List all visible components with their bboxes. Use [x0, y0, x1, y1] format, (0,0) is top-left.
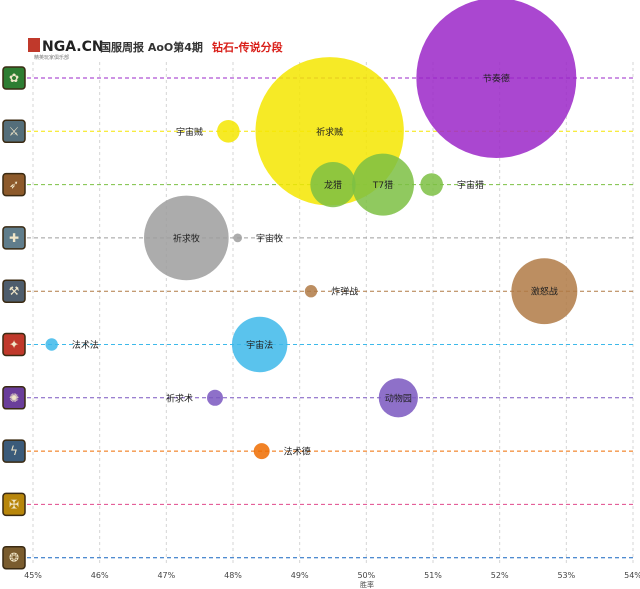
svg-text:✚: ✚: [9, 231, 19, 245]
rogue-icon: ⚔: [2, 119, 26, 144]
bubble-2: [217, 119, 240, 143]
bubble-9: [304, 285, 318, 298]
svg-text:⚒: ⚒: [9, 284, 20, 298]
bubble-8: [511, 258, 578, 325]
svg-text:✠: ✠: [9, 497, 19, 511]
x-axis-label: 胜率: [360, 580, 374, 589]
x-axis-ticks: 45% 46% 47% 48% 49% 50% 51% 52% 53% 54%: [24, 571, 640, 580]
mage-icon: ✦: [2, 332, 26, 357]
priest-icon: ✚: [2, 226, 26, 250]
bubble-11: [45, 338, 58, 351]
bubble-label-0: 节奏德: [483, 73, 510, 85]
x-tick-label: 50%: [357, 571, 375, 580]
svg-text:❂: ❂: [9, 551, 19, 565]
bubble-10: [231, 316, 288, 373]
bubble-label-7: 宇宙牧: [256, 232, 283, 244]
bubble-label-8: 激怒战: [531, 286, 558, 298]
bubble-6: [144, 195, 229, 281]
bubble-label-10: 宇宙法: [246, 339, 273, 351]
bubble-12: [378, 378, 418, 418]
bubble-label-2: 宇宙贼: [176, 126, 203, 138]
logo-text: NGA.CN: [42, 39, 104, 55]
svg-text:✺: ✺: [9, 391, 19, 405]
x-tick-label: 51%: [424, 571, 442, 580]
bubble-label-12: 动物园: [385, 392, 412, 404]
x-tick-label: 54%: [624, 571, 640, 580]
x-tick-label: 46%: [91, 571, 109, 580]
svg-text:⚔: ⚔: [9, 124, 20, 138]
bubble-label-6: 祈求牧: [173, 232, 200, 244]
bubble-4: [352, 153, 414, 216]
logo-subtext: 精英玩家俱乐部: [34, 54, 69, 61]
bubble-0: [416, 0, 577, 158]
bubble-13: [207, 389, 223, 406]
shaman-icon: ϟ: [2, 439, 26, 463]
x-tick-label: 48%: [224, 571, 242, 580]
bubble-5: [420, 173, 443, 196]
chart-subtitle: 钻石-传说分段: [212, 40, 283, 54]
druid-icon: ✿: [2, 66, 26, 90]
hunter-icon: ➶: [2, 172, 26, 197]
bubble-label-13: 祈求术: [166, 392, 193, 404]
x-tick-label: 47%: [157, 571, 175, 580]
paladin-icon: ✠: [2, 492, 26, 517]
x-tick-label: 45%: [24, 571, 42, 580]
bubble-label-5: 宇宙猎: [457, 179, 484, 191]
bubble-layer: [45, 0, 578, 460]
x-tick-label: 53%: [557, 571, 575, 580]
bubble-label-1: 祈求贼: [316, 126, 343, 138]
warrior-icon: ⚒: [2, 279, 26, 303]
demon-hunter-icon: ❂: [2, 545, 26, 570]
header: NGA.CN 精英玩家俱乐部 国服周报 AoO第4期 钻石-传说分段: [28, 38, 283, 61]
bubble-label-4: T7猎: [372, 179, 393, 191]
bubble-3: [310, 161, 356, 208]
bubble-label-9: 炸弹战: [331, 286, 358, 298]
x-tick-label: 52%: [491, 571, 509, 580]
svg-text:➶: ➶: [9, 178, 19, 192]
bubble-14: [253, 443, 270, 460]
warlock-icon: ✺: [2, 386, 26, 410]
bubble-label-11: 法术法: [72, 339, 99, 351]
chart-title: 国服周报 AoO第4期: [100, 40, 203, 54]
svg-text:✿: ✿: [9, 71, 19, 85]
bubble-7: [233, 233, 243, 243]
class-icon-column: ✿ ⚔ ➶ ✚ ⚒ ✦ ✺ ϟ ✠ ❂: [2, 66, 26, 570]
svg-text:✦: ✦: [9, 338, 19, 352]
svg-text:ϟ: ϟ: [10, 444, 18, 458]
nga-logo: NGA.CN 精英玩家俱乐部: [28, 38, 104, 61]
x-tick-label: 49%: [291, 571, 309, 580]
bubble-label-3: 龙猎: [324, 179, 342, 191]
bubble-label-14: 法术德: [284, 446, 311, 458]
